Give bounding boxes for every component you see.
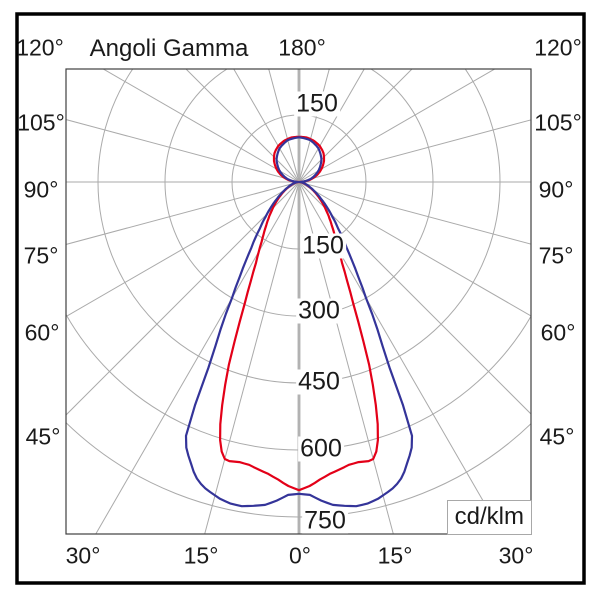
- outer-border: [15, 12, 586, 585]
- gamma-label-top-center: 180°: [278, 34, 326, 61]
- gamma-label-right-90: 90°: [538, 176, 574, 203]
- radial-scale-150-lower: 150: [300, 231, 346, 260]
- grid-spoke: [268, 69, 300, 183]
- gamma-label-right-75: 75°: [538, 242, 574, 269]
- gamma-label-left-90: 90°: [23, 176, 59, 203]
- grid-spoke: [298, 69, 496, 183]
- grid-spoke: [95, 181, 300, 534]
- grid-spoke: [298, 181, 531, 317]
- grid-spoke: [298, 181, 394, 534]
- radial-scale-300: 300: [296, 296, 342, 325]
- gamma-label-left-75: 75°: [23, 242, 59, 269]
- chart-title: Angoli Gamma: [89, 35, 249, 62]
- gamma-label-bottom-30r: 30°: [498, 542, 534, 569]
- gamma-label-top-right: 120°: [534, 34, 582, 61]
- radial-scale-450: 450: [296, 367, 342, 396]
- gamma-label-bottom-15r: 15°: [377, 542, 413, 569]
- radial-scale-150-upper: 150: [294, 89, 340, 118]
- grid-spoke: [298, 119, 531, 183]
- grid-spoke: [298, 181, 531, 415]
- grid-spoke: [204, 181, 300, 534]
- radial-scale-600: 600: [298, 434, 344, 463]
- grid-spoke: [66, 119, 300, 183]
- grid-ring: [66, 421, 531, 518]
- grid-spoke: [298, 181, 531, 245]
- gamma-label-top-left: 120°: [16, 34, 64, 61]
- red-curve: [219, 135, 379, 492]
- gamma-label-bottom-0: 0°: [289, 542, 311, 569]
- plot-box-border: [65, 68, 532, 535]
- grid-spoke: [66, 181, 300, 318]
- grid-spoke: [102, 69, 300, 183]
- unit-label: cd/klm: [446, 500, 532, 535]
- blue-curve: [184, 136, 414, 508]
- gamma-label-right-60: 60°: [540, 319, 576, 346]
- gamma-label-right-105: 105°: [534, 109, 582, 136]
- grid-spoke: [298, 69, 413, 183]
- grid-spoke: [66, 181, 300, 245]
- grid-spoke: [185, 69, 300, 183]
- grid-spoke: [66, 181, 300, 416]
- grid-spoke: [233, 69, 300, 183]
- grid-spoke: [298, 69, 365, 183]
- gamma-label-right-45: 45°: [539, 423, 575, 450]
- radial-scale-750: 750: [302, 506, 348, 535]
- gamma-label-left-45: 45°: [25, 423, 61, 450]
- gamma-label-left-105: 105°: [17, 109, 65, 136]
- gamma-label-bottom-30l: 30°: [65, 542, 101, 569]
- gamma-label-left-60: 60°: [24, 319, 60, 346]
- gamma-label-bottom-15l: 15°: [183, 542, 219, 569]
